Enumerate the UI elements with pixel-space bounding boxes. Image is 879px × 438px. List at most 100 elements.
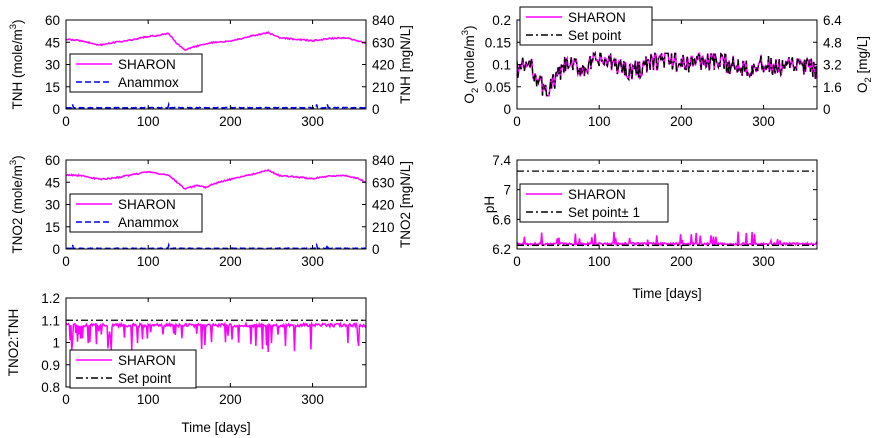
x-tick-label: 0 bbox=[513, 254, 521, 269]
y-right-tick-label: 0 bbox=[372, 102, 380, 117]
legend-label: Set point bbox=[568, 28, 622, 43]
y-tick-label: 1.1 bbox=[41, 313, 60, 328]
y-tick-label: 0 bbox=[52, 242, 60, 257]
y-axis-label: pH bbox=[482, 196, 497, 213]
x-axis-label: Time [days] bbox=[632, 286, 701, 301]
x-tick-label: 200 bbox=[219, 254, 242, 269]
y-right-tick-label: 6.4 bbox=[823, 13, 842, 28]
y-tick-label: 60 bbox=[45, 13, 60, 28]
x-tick-label: 0 bbox=[513, 114, 521, 129]
x-tick-label: 300 bbox=[301, 254, 324, 269]
legend-box bbox=[69, 193, 203, 233]
legend-label: SHARON bbox=[118, 353, 176, 368]
y-tick-label: 30 bbox=[45, 198, 60, 213]
y-tick-label: 15 bbox=[45, 80, 60, 95]
y-right-tick-label: 630 bbox=[372, 175, 395, 190]
legend-label: Set point bbox=[118, 371, 172, 386]
legend-box bbox=[69, 53, 203, 93]
series-line-anammox bbox=[66, 242, 366, 249]
y-right-tick-label: 420 bbox=[372, 58, 395, 73]
y-axis-label: TNO2 (mole/m3) bbox=[8, 155, 25, 253]
chart-ratio: 0 100 200 300 0.8 0.9 1 1.1 1.2 TNO2:TNH Time [day… bbox=[6, 291, 367, 435]
y-tick-label: 30 bbox=[45, 58, 60, 73]
series-line-sharon bbox=[517, 231, 817, 248]
y-tick-label: 0.05 bbox=[485, 80, 511, 95]
x-tick-label: 300 bbox=[301, 114, 324, 129]
y-axis-label-right: O2 [mg/L] bbox=[855, 36, 874, 93]
series-group bbox=[517, 50, 817, 97]
axes-box bbox=[516, 159, 818, 250]
legend-label: Anammox bbox=[118, 75, 179, 90]
y-tick-label: 0 bbox=[52, 102, 60, 117]
series-group bbox=[66, 319, 366, 353]
y-right-tick-label: 840 bbox=[372, 13, 395, 28]
legend-box bbox=[519, 183, 669, 223]
chart-tno2: 0 100 200 300 0 15 30 45 60 0 210 420 630 840 TNO2 (mo… bbox=[8, 153, 413, 269]
y-axis-label: TNO2:TNH bbox=[6, 309, 21, 377]
y-right-tick-label: 210 bbox=[372, 220, 395, 235]
x-tick-label: 0 bbox=[62, 114, 70, 129]
legend-box bbox=[69, 349, 197, 389]
series-line-sharon bbox=[66, 321, 366, 353]
legend: SHARON Anammox bbox=[69, 53, 203, 93]
series-group bbox=[517, 170, 817, 248]
x-tick-label: 200 bbox=[219, 392, 242, 407]
x-tick-label: 300 bbox=[301, 392, 324, 407]
y-right-tick-label: 420 bbox=[372, 198, 395, 213]
legend-label: Anammox bbox=[118, 215, 179, 230]
y-right-tick-label: 1.6 bbox=[823, 80, 842, 95]
x-tick-label: 300 bbox=[752, 114, 775, 129]
y-tick-label: 0.1 bbox=[492, 58, 511, 73]
x-tick-label: 300 bbox=[752, 254, 775, 269]
y-tick-label: 45 bbox=[45, 35, 60, 50]
y-right-tick-label: 630 bbox=[372, 35, 395, 50]
y-tick-label: 6.2 bbox=[492, 242, 511, 257]
series-line-set-point bbox=[517, 51, 817, 97]
y-tick-label: 15 bbox=[45, 220, 60, 235]
legend: SHARON Set point bbox=[519, 6, 653, 46]
series-group bbox=[66, 30, 366, 109]
legend-label: SHARON bbox=[568, 187, 626, 202]
x-tick-label: 200 bbox=[670, 254, 693, 269]
x-tick-label: 0 bbox=[62, 392, 70, 407]
x-tick-label: 200 bbox=[670, 114, 693, 129]
y-right-tick-label: 210 bbox=[372, 80, 395, 95]
y-tick-label: 0.2 bbox=[492, 13, 511, 28]
x-tick-label: 0 bbox=[62, 254, 70, 269]
series-line-sharon bbox=[66, 168, 366, 190]
x-tick-label: 100 bbox=[137, 114, 160, 129]
chart-tnh: 0 100 200 300 0 15 30 45 60 0 210 420 630 840 TNH (mol… bbox=[8, 13, 413, 129]
legend: SHARON Anammox bbox=[69, 193, 203, 233]
series-line-sharon bbox=[66, 30, 366, 52]
y-tick-label: 1 bbox=[52, 336, 60, 351]
y-axis-label: O2 (mole/m3) bbox=[460, 25, 481, 103]
y-tick-label: 45 bbox=[45, 175, 60, 190]
legend: SHARON Set point± 1 bbox=[519, 183, 669, 223]
y-tick-label: 7.4 bbox=[492, 153, 511, 168]
x-tick-label: 100 bbox=[137, 392, 160, 407]
y-right-tick-label: 0 bbox=[372, 242, 380, 257]
y-right-tick-label: 3.2 bbox=[823, 58, 842, 73]
legend-label: SHARON bbox=[118, 197, 176, 212]
y-right-tick-label: 4.8 bbox=[823, 35, 842, 50]
y-tick-label: 7 bbox=[503, 183, 511, 198]
chart-o2: 0 100 200 300 0 0.05 0.1 0.15 0.2 0 1.6 3.2 4.8 6.4 O2… bbox=[460, 6, 874, 129]
x-tick-label: 100 bbox=[588, 114, 611, 129]
x-axis-label: Time [days] bbox=[181, 420, 250, 435]
y-tick-label: 0.8 bbox=[41, 380, 60, 395]
legend-label: SHARON bbox=[568, 10, 626, 25]
y-tick-label: 1.2 bbox=[41, 291, 60, 306]
y-tick-label: 60 bbox=[45, 153, 60, 168]
x-tick-label: 100 bbox=[137, 254, 160, 269]
y-tick-label: 0.15 bbox=[485, 35, 511, 50]
y-right-tick-label: 840 bbox=[372, 153, 395, 168]
x-tick-label: 100 bbox=[588, 254, 611, 269]
legend-label: SHARON bbox=[118, 57, 176, 72]
y-axis-label-right: TNH [mgN/L] bbox=[398, 25, 413, 104]
y-axis-label-right: TNO2 [mgN/L] bbox=[398, 161, 413, 248]
series-group bbox=[66, 168, 366, 249]
y-tick-label: 0 bbox=[503, 102, 511, 117]
series-line-anammox bbox=[66, 101, 366, 109]
